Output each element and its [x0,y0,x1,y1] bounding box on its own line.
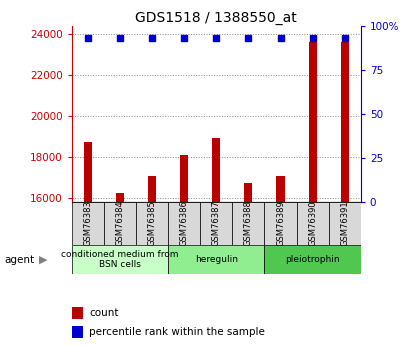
Text: GSM76388: GSM76388 [243,200,252,246]
Bar [168,202,200,245]
Bar [180,155,188,202]
Text: GSM76387: GSM76387 [211,200,220,246]
Text: GSM76384: GSM76384 [115,200,124,246]
Text: GSM76390: GSM76390 [308,200,316,246]
Bar [116,193,124,202]
Bar [308,42,316,202]
Bar [103,202,136,245]
Bar [276,176,284,202]
Text: count: count [89,308,118,318]
Bar [72,202,103,245]
Title: GDS1518 / 1388550_at: GDS1518 / 1388550_at [135,11,297,25]
Text: GSM76383: GSM76383 [83,200,92,246]
Bar [136,202,168,245]
Text: ▶: ▶ [39,255,47,265]
Text: agent: agent [4,255,34,265]
Bar [212,138,220,202]
Bar [148,176,156,202]
Text: GSM76389: GSM76389 [275,200,284,246]
Bar [72,326,83,338]
Bar [340,42,348,202]
Text: heregulin: heregulin [194,255,237,264]
Bar [328,202,360,245]
Bar [232,202,264,245]
Text: conditioned medium from
BSN cells: conditioned medium from BSN cells [61,250,178,269]
Bar [72,307,83,319]
Bar [200,202,232,245]
Bar [296,202,328,245]
Text: percentile rank within the sample: percentile rank within the sample [89,327,264,337]
Bar [244,184,252,202]
Text: GSM76385: GSM76385 [147,200,156,246]
Bar [264,202,296,245]
Text: pleiotrophin: pleiotrophin [285,255,339,264]
Bar [264,245,360,274]
Bar [72,245,168,274]
Bar [83,142,92,202]
Text: GSM76391: GSM76391 [339,200,348,246]
Text: GSM76386: GSM76386 [179,200,188,246]
Bar [168,245,264,274]
